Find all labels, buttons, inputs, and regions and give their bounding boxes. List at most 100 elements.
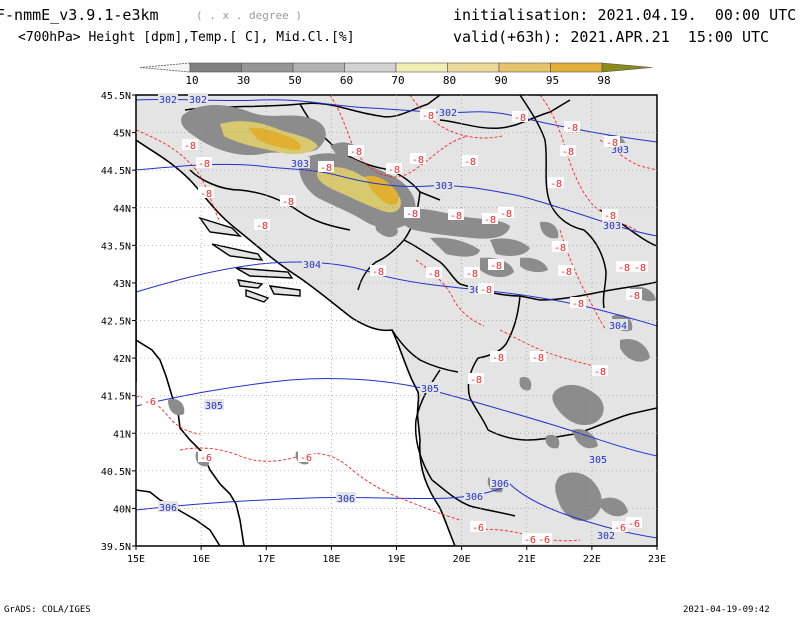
temp-contour-label: -8 bbox=[256, 221, 268, 232]
temp-label-bg bbox=[470, 521, 486, 532]
temp-label-bg bbox=[348, 145, 364, 156]
temp-label-bg bbox=[448, 209, 464, 220]
lat-tick-label: 40N bbox=[113, 504, 131, 515]
lat-tick-label: 40.5N bbox=[101, 467, 131, 478]
lon-tick-label: 16E bbox=[192, 554, 210, 565]
height-label-bg bbox=[438, 106, 458, 117]
temp-label-bg bbox=[548, 177, 564, 188]
footer-timestamp: 2021-04-19-09:42 bbox=[683, 605, 770, 615]
temp-contour-label: -8 bbox=[594, 367, 606, 378]
temp-label-bg bbox=[604, 136, 620, 147]
temp-label-bg bbox=[370, 265, 386, 276]
lon-tick-label: 15E bbox=[127, 554, 145, 565]
temp-contour-label: -6 bbox=[472, 523, 484, 534]
temp-contour-label: -8 bbox=[200, 189, 212, 200]
colorbar-label: 95 bbox=[546, 74, 559, 87]
lat-tick-label: 39.5N bbox=[101, 542, 131, 553]
temp-label-bg bbox=[198, 187, 214, 198]
temp-label-bg bbox=[530, 351, 546, 362]
temp-label-bg bbox=[468, 373, 484, 384]
height-label-bg bbox=[434, 179, 454, 190]
temp-label-bg bbox=[616, 261, 632, 272]
temp-contour-label: -8 bbox=[618, 263, 630, 274]
height-label-bg bbox=[158, 501, 178, 512]
height-label-bg bbox=[588, 453, 608, 464]
height-contour-label: 303 bbox=[611, 145, 629, 156]
temp-label-bg bbox=[612, 521, 628, 532]
temp-label-bg bbox=[478, 283, 494, 294]
temp-label-bg bbox=[558, 265, 574, 276]
temp-contour-label: -8 bbox=[422, 111, 434, 122]
temp-contour-label: -6 bbox=[144, 397, 156, 408]
mid-cloud-patches bbox=[168, 105, 656, 521]
temp-label-bg bbox=[522, 533, 538, 544]
temp-contour-label: -8 bbox=[604, 211, 616, 222]
height-label-bg bbox=[302, 258, 322, 269]
temp-contour-label: -8 bbox=[372, 267, 384, 278]
height-contour-label: 305 bbox=[421, 384, 439, 395]
height-contour-label: 306 bbox=[491, 479, 509, 490]
model-title: F-nmmE_v3.9.1-e3km bbox=[0, 6, 159, 24]
height-contours bbox=[136, 98, 657, 539]
lat-tick-label: 41N bbox=[113, 429, 131, 440]
colorbar-label: 70 bbox=[391, 74, 404, 87]
temp-label-bg bbox=[254, 219, 270, 230]
height-contour-label: 302 bbox=[159, 95, 177, 106]
temp-contour-label: -8 bbox=[470, 375, 482, 386]
temp-label-bg bbox=[560, 145, 576, 156]
height-contour-label: 302 bbox=[439, 108, 457, 119]
temp-label-bg bbox=[570, 297, 586, 308]
height-contour-label: 305 bbox=[589, 455, 607, 466]
temp-contour-label: -8 bbox=[282, 197, 294, 208]
temp-label-bg bbox=[386, 163, 402, 174]
colorbar-label: 98 bbox=[597, 74, 610, 87]
temp-label-bg bbox=[490, 351, 506, 362]
height-label-bg bbox=[158, 93, 178, 104]
footer-credit: GrADS: COLA/IGES bbox=[4, 605, 91, 615]
temp-contour-label: -8 bbox=[566, 123, 578, 134]
colorbar-label: 10 bbox=[185, 74, 198, 87]
temp-contour-label: -8 bbox=[466, 269, 478, 280]
height-contour-label: 304 bbox=[303, 260, 321, 271]
temp-label-bg bbox=[426, 267, 442, 278]
height-contour-label: 306 bbox=[465, 492, 483, 503]
temp-label-bg bbox=[404, 207, 420, 218]
height-contour-label: 302 bbox=[189, 95, 207, 106]
height-contour-label: 303 bbox=[291, 159, 309, 170]
latitude-labels: 45.5N 45N 44.5N 44N 43.5N 43N 42.5N 42N 41.5N 41N… bbox=[101, 91, 131, 553]
temp-label-bg bbox=[632, 261, 648, 272]
initialisation-time: initialisation: 2021.04.19. 00:00 UTC bbox=[453, 6, 797, 24]
temp-contour-label: -8 bbox=[484, 215, 496, 226]
temp-label-bg bbox=[602, 209, 618, 220]
height-contour-label: 303 bbox=[435, 181, 453, 192]
temp-label-bg bbox=[498, 207, 514, 218]
lon-tick-label: 21E bbox=[518, 554, 536, 565]
lon-tick-label: 17E bbox=[257, 554, 275, 565]
temp-contour-label: -6 bbox=[200, 453, 212, 464]
height-label-bg bbox=[596, 529, 616, 540]
colorbar-label: 50 bbox=[288, 74, 301, 87]
temp-label-bg bbox=[552, 241, 568, 252]
height-contour-label: 302 bbox=[597, 531, 615, 542]
height-contour-label: 304 bbox=[609, 321, 627, 332]
colorbar-label: 30 bbox=[237, 74, 250, 87]
adriatic-sea bbox=[136, 139, 456, 546]
temp-label-bg bbox=[182, 139, 198, 150]
temp-label-bg bbox=[462, 155, 478, 166]
temp-label-bg bbox=[482, 213, 498, 224]
variables-title: <700hPa> Height [dpm],Temp.[ C], Mid.Cl.… bbox=[18, 30, 355, 45]
colorbar-label: 90 bbox=[494, 74, 507, 87]
height-label-bg bbox=[290, 157, 310, 168]
italy-coast bbox=[136, 339, 245, 546]
temp-label-bg bbox=[410, 153, 426, 164]
temp-label-bg bbox=[512, 111, 528, 122]
lat-tick-label: 43.5N bbox=[101, 241, 131, 252]
tyrrhenian-sea bbox=[136, 380, 200, 546]
colorbar-high-triangle bbox=[601, 62, 653, 73]
temp-contour-label: -8 bbox=[388, 165, 400, 176]
temp-contour-label: -8 bbox=[406, 209, 418, 220]
temp-contour-label: -8 bbox=[554, 243, 566, 254]
lon-tick-label: 22E bbox=[583, 554, 601, 565]
islands bbox=[198, 216, 301, 303]
